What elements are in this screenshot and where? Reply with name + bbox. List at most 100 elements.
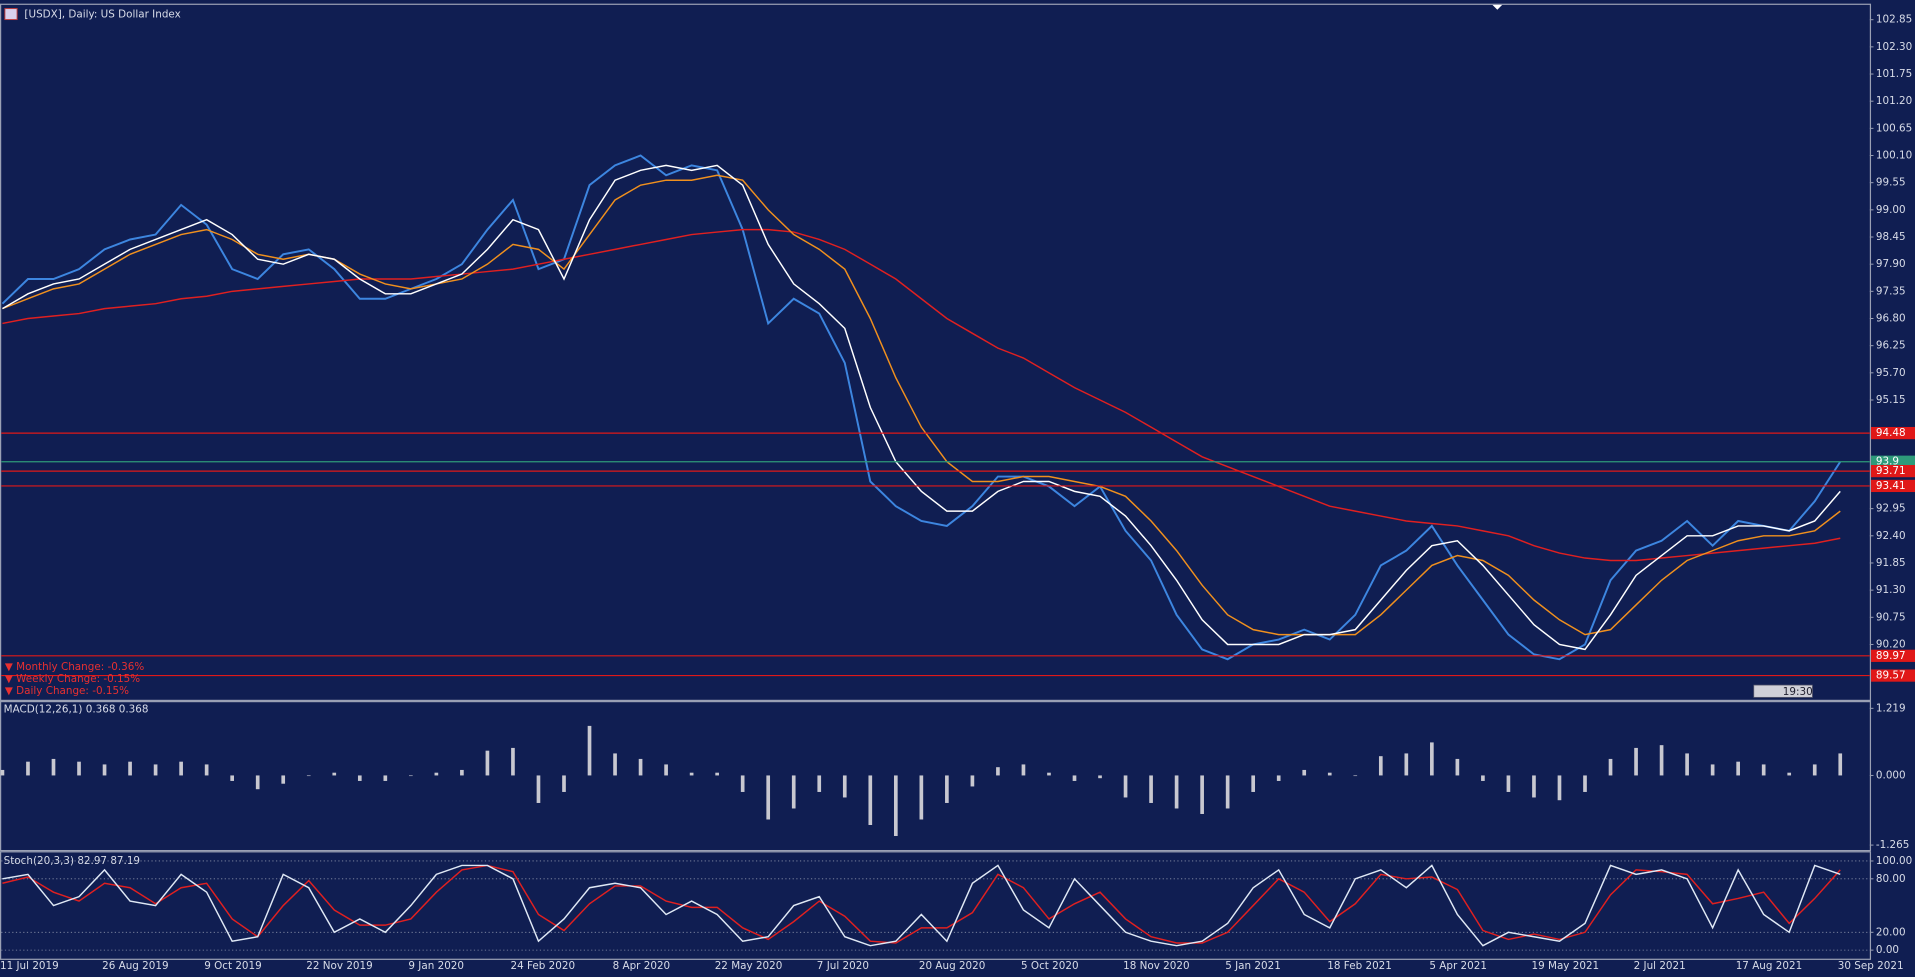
level-label-box: [1871, 455, 1915, 468]
macd-bar: [26, 761, 30, 776]
series-line: [2, 864, 1841, 947]
macd-bar: [715, 772, 719, 776]
macd-bar: [791, 775, 796, 809]
y-tick-label: -1.265: [1876, 839, 1909, 851]
level-label: 93.41: [1876, 480, 1906, 492]
macd-bar: [1149, 775, 1153, 803]
macd-bar: [434, 772, 439, 776]
macd-bar: [255, 775, 260, 790]
macd-bar: [613, 753, 617, 776]
y-tick-label: 101.20: [1876, 95, 1912, 107]
y-tick-label: 99.00: [1876, 204, 1906, 216]
macd-bar: [1174, 775, 1179, 809]
macd-bar: [1430, 742, 1434, 776]
level-label-box: [1871, 426, 1915, 440]
level-label-box: [1871, 649, 1915, 662]
macd-bar: [766, 775, 771, 820]
x-tick-label: 17 Aug 2021: [1736, 960, 1802, 972]
x-tick-label: 24 Feb 2020: [511, 960, 576, 972]
macd-bar: [1378, 756, 1383, 776]
level-label: 93.9: [1876, 456, 1899, 468]
timer: 19:30: [1783, 686, 1813, 698]
macd-bar: [1787, 772, 1792, 776]
macd-bar: [1021, 764, 1026, 776]
x-tick-label: 30 Sep 2021: [1838, 960, 1904, 972]
macd-bar: [1506, 775, 1511, 792]
x-tick-label: 2 Jul 2021: [1634, 960, 1686, 972]
macd-bar: [1098, 775, 1102, 779]
shift-marker: [1492, 4, 1503, 10]
macd-pane-border: [0, 700, 1872, 852]
y-tick-label: 20.00: [1876, 926, 1906, 938]
series-line: [2, 228, 1841, 562]
y-tick-label: 1.219: [1876, 702, 1906, 714]
y-tick-label: 95.70: [1876, 367, 1906, 379]
macd-bar: [1736, 761, 1740, 776]
macd-bar: [1761, 764, 1766, 776]
macd-bar: [945, 775, 949, 803]
y-tick-label: 0.000: [1876, 769, 1906, 781]
macd-bar: [740, 775, 745, 792]
macd-bar: [0, 769, 5, 776]
macd-bar: [1327, 772, 1332, 776]
level-label: 93.71: [1876, 465, 1906, 477]
timer-box: [1753, 684, 1813, 698]
y-tick-label: 102.30: [1876, 41, 1912, 53]
macd-bar: [919, 775, 924, 820]
macd-bar: [868, 775, 873, 825]
macd-bar: [1583, 775, 1587, 792]
macd-bar: [893, 775, 898, 837]
macd-bar: [281, 775, 286, 784]
symbol-icon: [4, 8, 18, 21]
macd-bar: [638, 758, 643, 776]
macd-bar: [1634, 747, 1638, 776]
stoch-pane-border: [0, 851, 1872, 960]
y-tick-label: 102.85: [1876, 14, 1912, 26]
macd-bar: [204, 764, 209, 776]
y-tick-label: 100.00: [1876, 855, 1912, 867]
level-label: 89.97: [1876, 650, 1906, 662]
macd-bar: [1532, 775, 1536, 798]
macd-bar: [1685, 753, 1689, 776]
macd-bar: [511, 747, 515, 776]
macd-bar: [1455, 758, 1460, 776]
level-label: 89.57: [1876, 670, 1906, 682]
macd-bar: [1047, 772, 1051, 776]
macd-bar: [383, 775, 388, 781]
macd-bar: [970, 775, 975, 787]
macd-bar: [357, 775, 362, 781]
x-tick-label: 22 May 2020: [715, 960, 783, 972]
macd-bar: [1838, 753, 1843, 776]
macd-bar: [409, 775, 413, 777]
level-label-box: [1871, 465, 1915, 478]
macd-bar: [1557, 775, 1562, 801]
macd-bar: [1276, 775, 1281, 781]
macd-bar: [1659, 745, 1664, 776]
level-label-box: [1871, 479, 1915, 493]
y-tick-label: 99.55: [1876, 177, 1906, 189]
y-tick-label: 100.65: [1876, 122, 1912, 134]
y-tick-label: 96.25: [1876, 340, 1906, 352]
series-line: [2, 864, 1841, 944]
macd-bar: [1710, 764, 1715, 776]
series-line: [1, 154, 1842, 661]
macd-bar: [1072, 775, 1077, 781]
macd-bar: [817, 775, 822, 792]
macd-bar: [128, 761, 132, 776]
x-tick-label: 9 Jan 2020: [408, 960, 464, 972]
x-tick-label: 18 Nov 2020: [1123, 960, 1189, 972]
macd-bar: [996, 767, 1000, 776]
macd-bar: [536, 775, 541, 803]
macd-bar: [1481, 775, 1485, 781]
macd-bar: [1251, 775, 1256, 792]
x-tick-label: 22 Nov 2019: [306, 960, 372, 972]
y-tick-label: 80.00: [1876, 873, 1906, 885]
macd-title: MACD(12,26,1) 0.368 0.368: [4, 704, 149, 716]
main-pane-border: [0, 3, 1872, 701]
macd-bar: [1200, 775, 1204, 814]
y-tick-label: 91.30: [1876, 584, 1906, 596]
y-tick-label: 97.35: [1876, 285, 1906, 297]
y-tick-label: 90.20: [1876, 638, 1906, 650]
macd-bar: [842, 775, 847, 798]
